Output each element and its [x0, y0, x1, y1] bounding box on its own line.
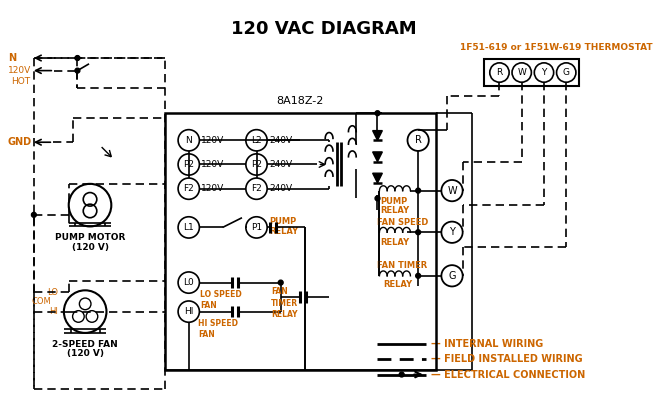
- Text: RELAY: RELAY: [269, 227, 298, 236]
- Text: 120V: 120V: [201, 136, 224, 145]
- Text: P2: P2: [251, 160, 262, 169]
- Polygon shape: [373, 131, 383, 140]
- Polygon shape: [373, 173, 383, 183]
- Text: W: W: [517, 68, 526, 77]
- Circle shape: [375, 196, 380, 201]
- Text: 2-SPEED FAN: 2-SPEED FAN: [52, 340, 118, 349]
- Text: 240V: 240V: [269, 160, 292, 169]
- Text: Y: Y: [449, 227, 455, 237]
- Text: L2: L2: [251, 136, 262, 145]
- Text: 120V: 120V: [201, 184, 224, 193]
- Text: (120 V): (120 V): [67, 349, 104, 358]
- Text: RELAY: RELAY: [383, 279, 413, 289]
- Circle shape: [415, 273, 421, 278]
- Polygon shape: [373, 152, 383, 162]
- Text: GND: GND: [8, 137, 32, 147]
- Text: RELAY: RELAY: [381, 206, 409, 215]
- Text: 120V: 120V: [8, 66, 31, 75]
- Circle shape: [75, 56, 80, 60]
- Text: R: R: [496, 68, 502, 77]
- Text: R: R: [415, 135, 421, 145]
- Text: 240V: 240V: [269, 184, 292, 193]
- Circle shape: [278, 280, 283, 285]
- Text: N: N: [186, 136, 192, 145]
- Text: FAN
TIMER
RELAY: FAN TIMER RELAY: [271, 287, 298, 318]
- Circle shape: [375, 111, 380, 116]
- Text: — ELECTRICAL CONNECTION: — ELECTRICAL CONNECTION: [431, 370, 585, 380]
- Text: HI: HI: [184, 307, 194, 316]
- Text: G: G: [448, 271, 456, 281]
- Circle shape: [31, 212, 36, 217]
- Text: PUMP MOTOR: PUMP MOTOR: [55, 233, 125, 242]
- Text: HOT: HOT: [11, 77, 31, 86]
- Text: PUMP: PUMP: [269, 217, 296, 226]
- Text: P2: P2: [184, 160, 194, 169]
- Text: L1: L1: [184, 223, 194, 232]
- Text: G: G: [563, 68, 570, 77]
- Text: P1: P1: [251, 223, 262, 232]
- Text: 1F51-619 or 1F51W-619 THERMOSTAT: 1F51-619 or 1F51W-619 THERMOSTAT: [460, 43, 653, 52]
- Text: — FIELD INSTALLED WIRING: — FIELD INSTALLED WIRING: [431, 354, 582, 364]
- Text: (120 V): (120 V): [72, 243, 109, 252]
- Text: HI: HI: [49, 307, 58, 316]
- Text: — INTERNAL WIRING: — INTERNAL WIRING: [431, 339, 543, 349]
- Circle shape: [415, 188, 421, 193]
- Text: 120 VAC DIAGRAM: 120 VAC DIAGRAM: [231, 20, 417, 38]
- Text: 8A18Z-2: 8A18Z-2: [276, 96, 324, 106]
- Text: 240V: 240V: [269, 136, 292, 145]
- Circle shape: [75, 68, 80, 73]
- Text: F2: F2: [251, 184, 262, 193]
- Text: W: W: [447, 186, 457, 196]
- Bar: [484, 59, 579, 86]
- Bar: [165, 113, 436, 370]
- Text: LO SPEED
FAN: LO SPEED FAN: [200, 290, 242, 310]
- Text: Y: Y: [541, 68, 547, 77]
- Text: COM: COM: [31, 297, 52, 306]
- Text: L0: L0: [184, 278, 194, 287]
- Circle shape: [399, 372, 404, 377]
- Text: F2: F2: [184, 184, 194, 193]
- Text: FAN SPEED: FAN SPEED: [377, 218, 429, 227]
- Text: HI SPEED
FAN: HI SPEED FAN: [198, 319, 239, 339]
- Circle shape: [415, 230, 421, 235]
- Text: LO: LO: [47, 288, 58, 297]
- Text: FAN TIMER: FAN TIMER: [377, 261, 427, 270]
- Text: RELAY: RELAY: [381, 238, 409, 247]
- Text: N: N: [8, 53, 16, 63]
- Text: 120V: 120V: [201, 160, 224, 169]
- Text: PUMP: PUMP: [381, 197, 407, 207]
